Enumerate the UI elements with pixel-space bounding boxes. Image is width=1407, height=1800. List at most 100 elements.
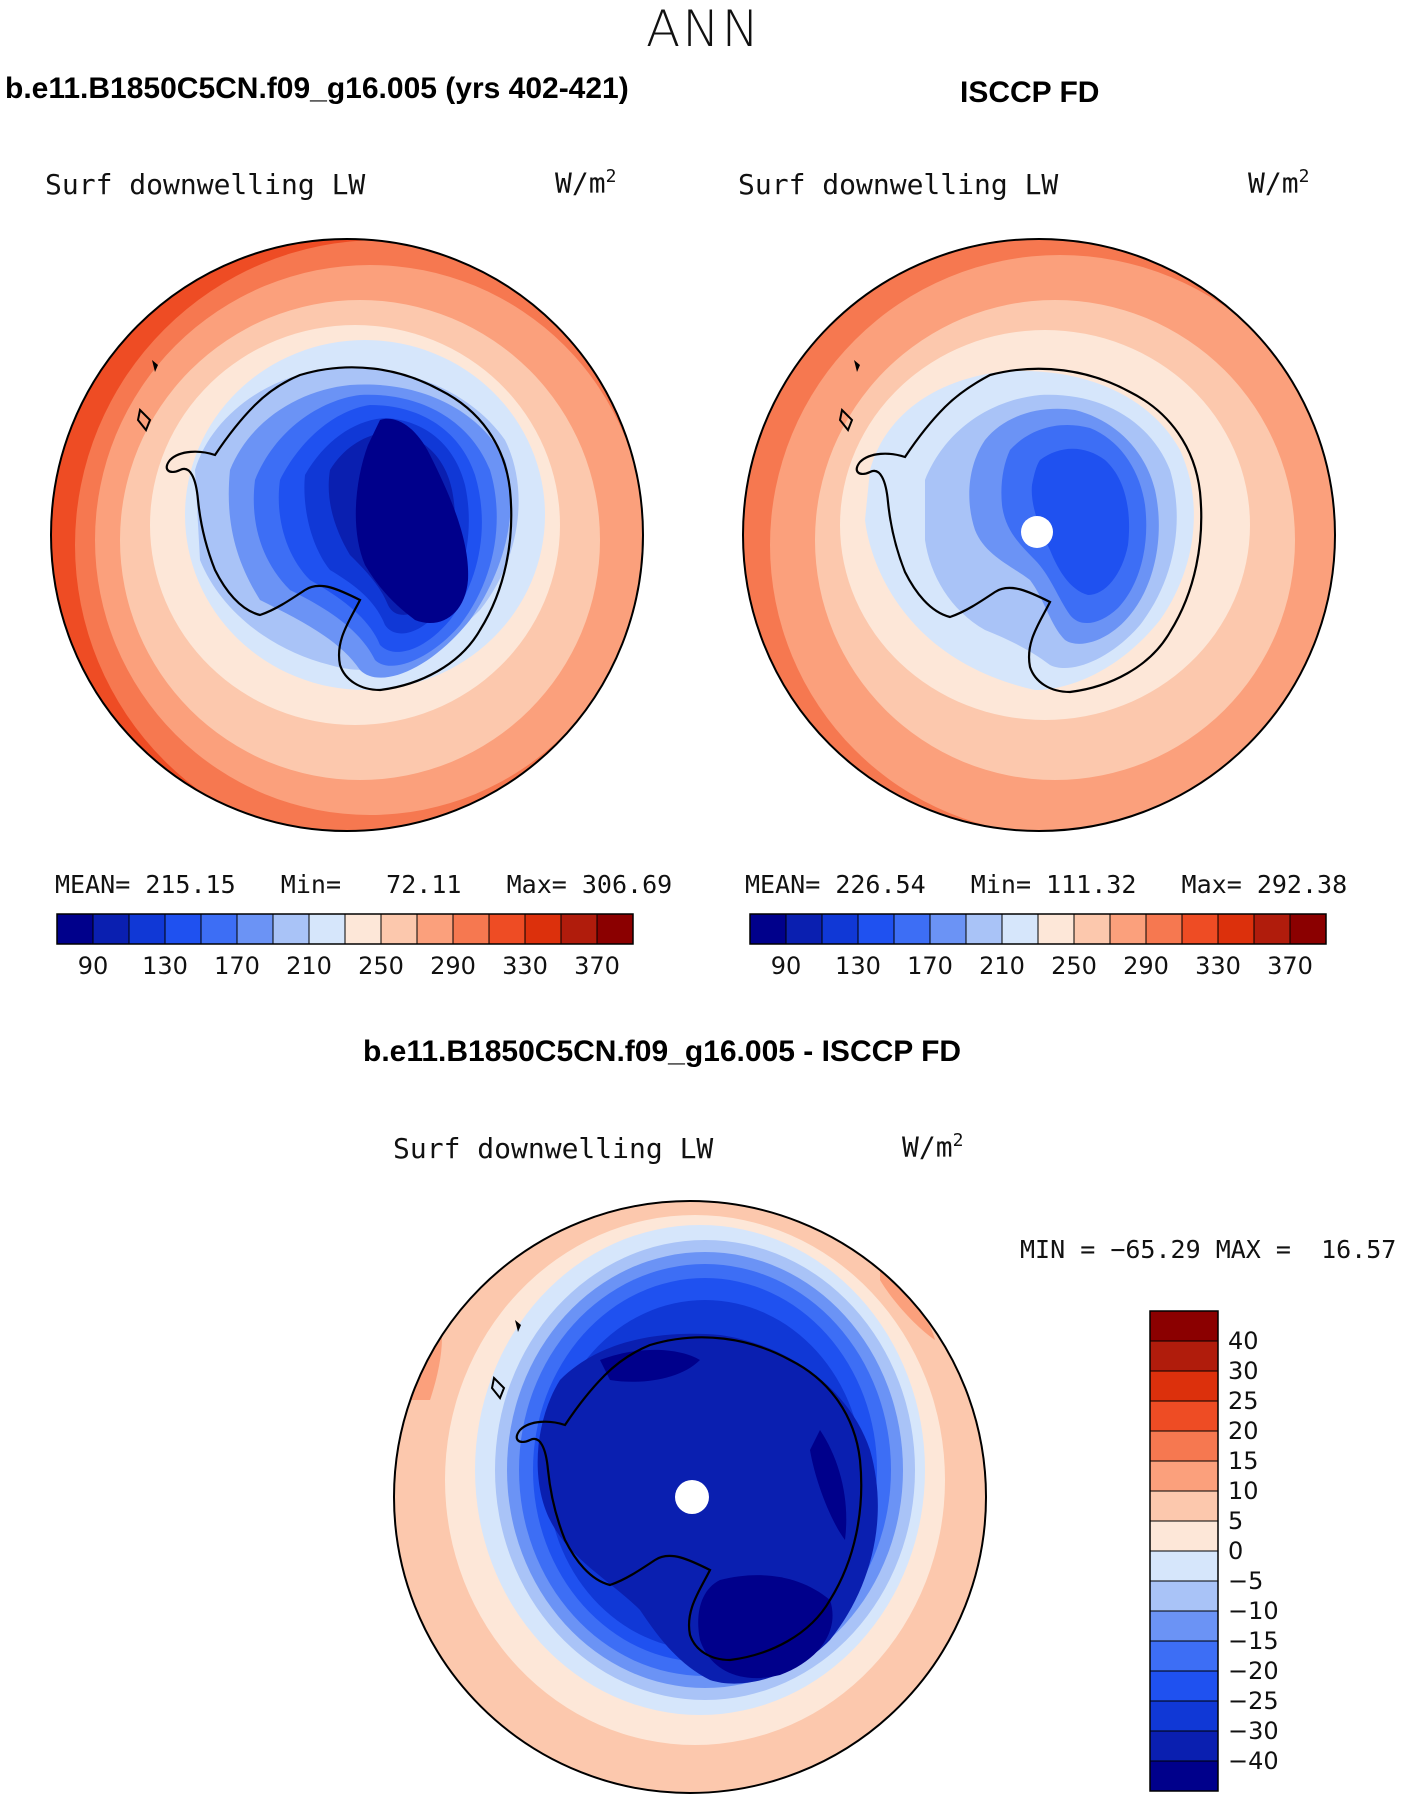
panel-1-mean: 215.15 [145, 870, 236, 899]
colorbar-swatch [1149, 1760, 1219, 1792]
map2-coastline [855, 367, 1203, 694]
colorbar-swatch [1149, 1430, 1219, 1462]
panel-2-colorbar-ticks: 90 130 170 210 250 290 330 370 [750, 952, 1326, 982]
panel-3-title: b.e11.B1850C5CN.f09_g16.005 - ISCCP FD [363, 1035, 962, 1068]
colorbar-swatch [1149, 1370, 1219, 1402]
panel-1-field-label: Surf downwelling LW [45, 168, 366, 201]
panel-2-title: ISCCP FD [960, 76, 1100, 109]
colorbar-swatch [893, 913, 931, 945]
colorbar-swatch [1149, 1640, 1219, 1672]
colorbar-swatch [560, 913, 598, 945]
colorbar-swatch [821, 913, 859, 945]
panel-1-units: W/m2 [555, 166, 617, 200]
colorbar-swatch [92, 913, 130, 945]
colorbar-swatch [56, 913, 94, 945]
colorbar-tick-label: −40 [1228, 1747, 1279, 1775]
colorbar-tick-label: 330 [502, 952, 548, 980]
colorbar-swatch [1149, 1550, 1219, 1582]
map3-band [698, 1575, 833, 1679]
colorbar-swatch [236, 913, 274, 945]
panel-3-stats: MIN = −65.29 MAX = 16.57 [1020, 1235, 1397, 1264]
colorbar-swatch [164, 913, 202, 945]
colorbar-tick-label: 130 [835, 952, 881, 980]
panel-1-colorbar-ticks: 90 130 170 210 250 290 330 370 [57, 952, 633, 982]
map1-coastline [165, 366, 513, 692]
map3-band [810, 1430, 847, 1540]
colorbar-frame [56, 913, 634, 945]
colorbar-tick-label: 20 [1228, 1417, 1259, 1445]
colorbar-tick-label: 170 [907, 952, 953, 980]
panel-2-colorbar [749, 913, 1327, 945]
colorbar-swatch [596, 913, 634, 945]
map2-band [1031, 448, 1130, 595]
colorbar-swatch [344, 913, 382, 945]
colorbar-swatch [200, 913, 238, 945]
panel-2-stats: MEAN= 226.54 Min= 111.32 Max= 292.38 [745, 870, 1348, 899]
panel-1-colorbar [56, 913, 634, 945]
panel-3-max: 16.57 [1321, 1235, 1397, 1264]
colorbar-tick-label: 250 [1051, 952, 1097, 980]
colorbar-tick-label: 90 [770, 952, 802, 980]
colorbar-tick-label: 370 [1267, 952, 1313, 980]
colorbar-tick-label: 0 [1228, 1537, 1244, 1565]
panel-2-min: 111.32 [1046, 870, 1137, 899]
panel-1-title: b.e11.B1850C5CN.f09_g16.005 (yrs 402-421… [5, 72, 629, 105]
colorbar-tick-label: 370 [574, 952, 620, 980]
colorbar-swatch [857, 913, 895, 945]
colorbar-swatch [1149, 1340, 1219, 1372]
colorbar-swatch [1149, 1730, 1219, 1762]
panel-1-stats: MEAN= 215.15 Min= 72.11 Max= 306.69 [55, 870, 673, 899]
colorbar-tick-label: 330 [1195, 952, 1241, 980]
colorbar-swatch [272, 913, 310, 945]
colorbar-swatch [380, 913, 418, 945]
panel-3-colorbar-ticks: 40 30 25 20 15 10 5 0 −5 −10 −15 −20 −25 −30 −40 [1228, 1311, 1308, 1791]
colorbar-swatch [452, 913, 490, 945]
colorbar-tick-label: 15 [1228, 1447, 1259, 1475]
colorbar-tick-label: −20 [1228, 1657, 1279, 1685]
colorbar-swatch [785, 913, 823, 945]
panel-3-map [394, 1201, 986, 1793]
panel-2-map [743, 239, 1335, 831]
colorbar-tick-label: 210 [286, 952, 332, 980]
map3-island [490, 1375, 506, 1400]
colorbar-swatch [1037, 913, 1075, 945]
panel-3-units: W/m2 [902, 1130, 964, 1164]
colorbar-swatch [1149, 1700, 1219, 1732]
colorbar-tick-label: −5 [1228, 1567, 1264, 1595]
colorbar-tick-label: 290 [1123, 952, 1169, 980]
colorbar-swatch [1253, 913, 1291, 945]
colorbar-tick-label: 170 [214, 952, 260, 980]
main-title: ANN [645, 0, 761, 58]
panel-3-colorbar [1149, 1310, 1219, 1792]
colorbar-tick-label: 130 [142, 952, 188, 980]
colorbar-swatch [929, 913, 967, 945]
colorbar-swatch [1149, 1490, 1219, 1522]
colorbar-swatch [1181, 913, 1219, 945]
panel-1-map-border [50, 238, 644, 832]
colorbar-swatch [1149, 1310, 1219, 1342]
colorbar-tick-label: 210 [979, 952, 1025, 980]
map3-pole-mask [675, 1480, 709, 1514]
map1-island [136, 407, 152, 432]
panel-2-max: 292.38 [1256, 870, 1348, 899]
panel-3-map-border [393, 1200, 987, 1794]
colorbar-swatch [1289, 913, 1327, 945]
colorbar-frame [749, 913, 1327, 945]
colorbar-swatch [1149, 1460, 1219, 1492]
colorbar-swatch [308, 913, 346, 945]
colorbar-swatch [1149, 1670, 1219, 1702]
colorbar-swatch [524, 913, 562, 945]
map3-island [515, 1320, 521, 1332]
colorbar-swatch [1109, 913, 1147, 945]
colorbar-frame [1149, 1310, 1219, 1792]
colorbar-swatch [1149, 1610, 1219, 1642]
panel-2-map-border [742, 238, 1336, 832]
map3-coastline [515, 1336, 863, 1662]
colorbar-tick-label: −10 [1228, 1597, 1279, 1625]
colorbar-tick-label: 30 [1228, 1357, 1259, 1385]
map2-pole-mask [1021, 516, 1053, 548]
colorbar-swatch [1073, 913, 1111, 945]
colorbar-tick-label: −25 [1228, 1687, 1279, 1715]
colorbar-swatch [749, 913, 787, 945]
